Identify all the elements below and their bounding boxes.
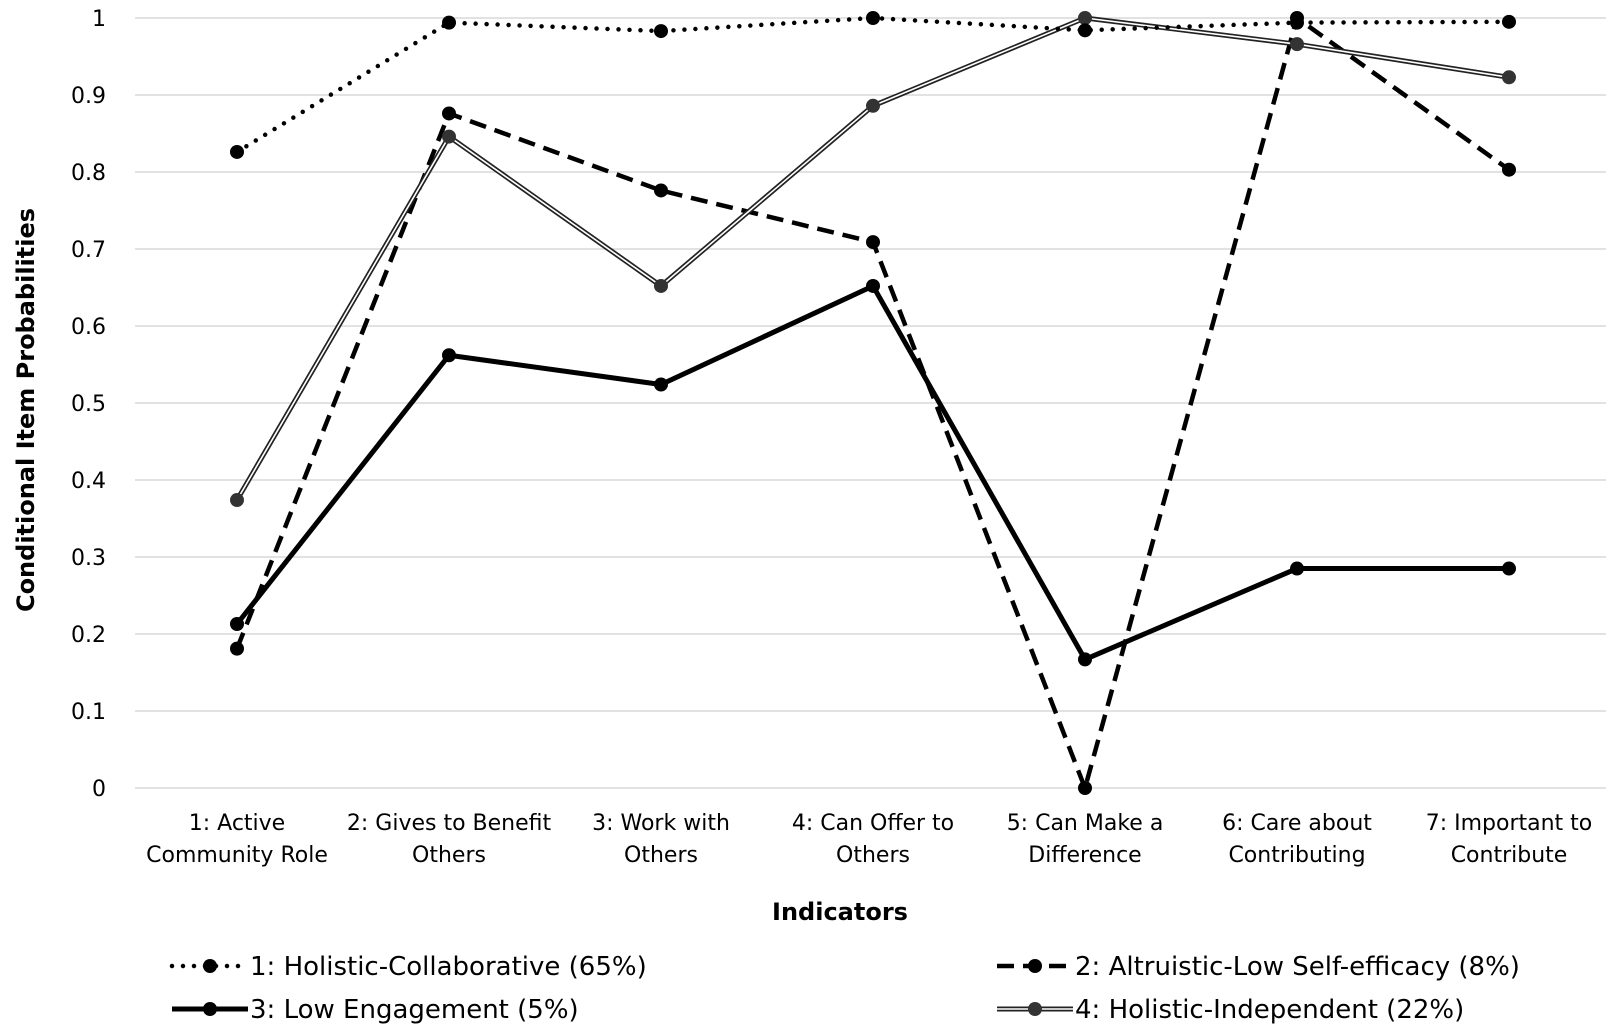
data-point <box>1290 561 1304 576</box>
series-1 <box>230 11 1516 159</box>
data-point <box>442 15 456 30</box>
data-point <box>230 144 244 159</box>
legend: 1: Holistic-Collaborative (65%) 2: Altrui… <box>169 952 1520 1025</box>
data-point <box>230 641 244 656</box>
series-4 <box>230 11 1516 508</box>
legend-item: 4: Holistic-Independent (22%) <box>997 995 1464 1025</box>
data-point <box>654 377 668 392</box>
x-tick-label-line: Others <box>624 843 698 868</box>
x-tick-label-line: 3: Work with <box>592 811 730 836</box>
x-axis-title: Indicators <box>772 898 908 926</box>
data-point <box>230 493 244 508</box>
data-point <box>866 278 880 293</box>
data-point <box>654 183 668 198</box>
y-tick-label: 0.9 <box>71 84 106 109</box>
data-point <box>1502 162 1516 177</box>
x-tick-label-line: Others <box>836 843 910 868</box>
legend-item: 3: Low Engagement (5%) <box>172 995 579 1025</box>
x-tick-label-line: Difference <box>1028 843 1141 868</box>
x-tick-label: 4: Can Offer to Others <box>792 811 954 868</box>
data-point <box>1502 14 1516 29</box>
y-tick-labels: 0 0.1 0.2 0.3 0.4 0.5 0.6 0.7 0.8 0.9 1 <box>71 7 106 802</box>
x-tick-labels: 1: Active Community Role 2: Gives to Benef… <box>146 811 1592 868</box>
legend-marker <box>1028 959 1042 973</box>
y-tick-label: 0 <box>92 777 106 802</box>
legend-label: 2: Altruistic-Low Self-efficacy (8%) <box>1075 952 1520 982</box>
legend-label: 3: Low Engagement (5%) <box>250 995 579 1025</box>
legend-item: 2: Altruistic-Low Self-efficacy (8%) <box>997 952 1520 982</box>
x-tick-label: 1: Active Community Role <box>146 811 328 868</box>
gridlines <box>135 17 1606 789</box>
data-point <box>442 106 456 121</box>
x-tick-label-line: Others <box>412 843 486 868</box>
series <box>230 11 1516 795</box>
x-tick-label-line: 7: Important to <box>1426 811 1593 836</box>
legend-item: 1: Holistic-Collaborative (65%) <box>169 952 647 982</box>
x-tick-label-line: 4: Can Offer to <box>792 811 954 836</box>
data-point <box>1502 70 1516 85</box>
data-point <box>442 129 456 144</box>
series-line <box>234 15 1512 155</box>
y-tick-label: 0.5 <box>71 392 106 417</box>
legend-label: 1: Holistic-Collaborative (65%) <box>250 952 647 982</box>
y-tick-label: 0.6 <box>71 315 106 340</box>
y-tick-label: 0.1 <box>71 700 106 725</box>
series-3 <box>230 278 1516 667</box>
legend-marker <box>203 959 217 973</box>
x-tick-label-line: 5: Can Make a <box>1007 811 1164 836</box>
data-point <box>1078 781 1092 795</box>
legend-marker <box>1028 1002 1042 1016</box>
data-point <box>654 24 668 39</box>
data-point <box>230 616 244 631</box>
y-tick-label: 0.7 <box>71 238 106 263</box>
y-tick-label: 1 <box>92 7 106 32</box>
series-line-inner <box>236 17 1510 501</box>
data-point <box>1290 15 1304 30</box>
x-tick-label-line: Contributing <box>1228 843 1365 868</box>
y-tick-label: 0.3 <box>71 546 106 571</box>
x-tick-label-line: 1: Active <box>189 811 285 836</box>
data-point <box>866 235 880 250</box>
y-axis-title: Conditional Item Probabilities <box>12 208 40 612</box>
data-point <box>1078 23 1092 38</box>
x-tick-label-line: 6: Care about <box>1222 811 1372 836</box>
data-point <box>1078 11 1092 25</box>
series-line <box>234 15 1510 502</box>
y-tick-label: 0.4 <box>71 469 106 494</box>
y-tick-label: 0.2 <box>71 623 106 648</box>
x-tick-label: 2: Gives to Benefit Others <box>347 811 552 868</box>
data-point <box>866 98 880 113</box>
series-line <box>235 283 1509 662</box>
data-point <box>1502 561 1516 576</box>
data-point <box>1078 652 1092 667</box>
legend-marker <box>203 1002 217 1016</box>
data-point <box>1290 37 1304 52</box>
data-point <box>654 278 668 293</box>
data-point <box>866 11 880 25</box>
x-tick-label: 6: Care about Contributing <box>1222 811 1372 868</box>
y-tick-label: 0.8 <box>71 161 106 186</box>
x-tick-label: 5: Can Make a Difference <box>1007 811 1164 868</box>
x-tick-label-line: Community Role <box>146 843 328 868</box>
data-point <box>442 348 456 363</box>
x-tick-label-line: Contribute <box>1451 843 1568 868</box>
x-tick-label-line: 2: Gives to Benefit <box>347 811 552 836</box>
x-tick-label: 3: Work with Others <box>592 811 730 868</box>
legend-label: 4: Holistic-Independent (22%) <box>1075 995 1464 1025</box>
x-tick-label: 7: Important to Contribute <box>1426 811 1593 868</box>
